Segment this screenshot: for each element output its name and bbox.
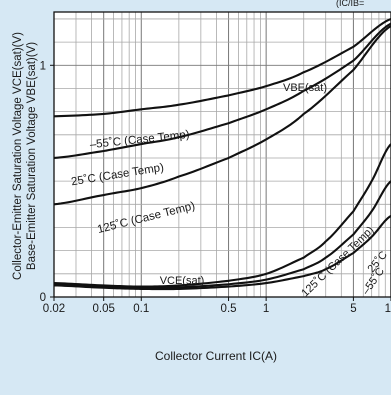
y-tick-label: 1 xyxy=(40,60,46,72)
y-tick-label: 0 xyxy=(40,292,46,304)
plot-frame xyxy=(53,11,391,298)
series-line-vbe-sat-55-c-case-temp xyxy=(54,17,391,118)
series-line-vbe-sat-125-c-case-temp xyxy=(54,25,391,206)
series-line-vce-sat-25-c xyxy=(54,180,391,289)
y-axis-label-2: Base-Emitter Saturation Voltage VBE(sat)… xyxy=(26,42,38,270)
vbe-sat-label: VBE(sat) xyxy=(283,82,327,94)
series-layer xyxy=(54,17,391,291)
x-tick-label: 5 xyxy=(350,303,356,315)
x-tick-label: 0.5 xyxy=(221,303,237,315)
series-line-vbe-sat-25-c-case-temp xyxy=(54,22,391,160)
x-tick-label: 0.1 xyxy=(133,303,149,315)
grid xyxy=(54,12,391,297)
vce-sat-label: VCE(sat) xyxy=(160,275,205,287)
x-axis-label: Collector Current IC(A) xyxy=(155,349,277,363)
x-tick-label: 0.02 xyxy=(43,303,65,315)
series-line-vce-sat-125-c-case-temp xyxy=(54,143,391,288)
series-line-vce-sat-55-c xyxy=(54,215,391,291)
y-axis-label-1: Collector-Emitter Saturation Voltage VCE… xyxy=(12,32,24,280)
corner-note: (IC/IB= xyxy=(336,0,364,8)
x-tick-label: 10 xyxy=(385,303,391,315)
axis-ticks: 0.02 0.05 0.1 0.5 1 5 10 0 1 xyxy=(40,60,391,315)
x-tick-label: 0.05 xyxy=(92,303,114,315)
x-tick-label: 1 xyxy=(263,303,269,315)
